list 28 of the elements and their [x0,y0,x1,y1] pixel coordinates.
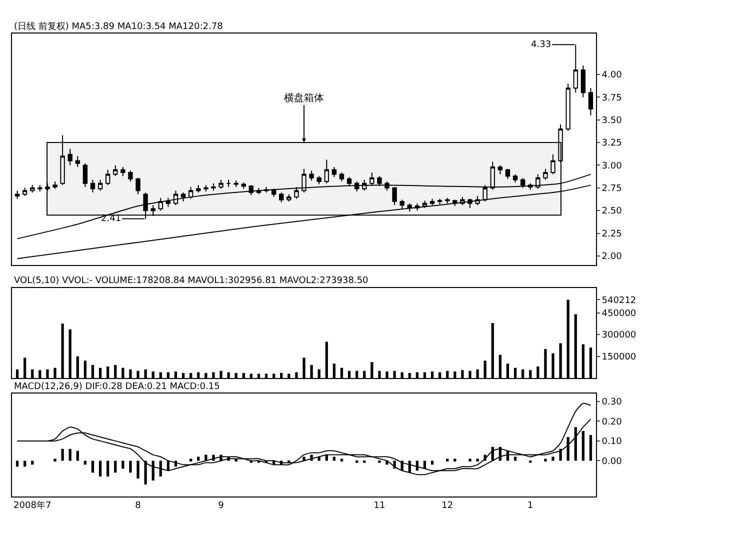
chart-title: MACD(12,26,9) DIF:0.28 DEA:0.21 MACD:0.15 [14,382,220,392]
x-tick-label: 2008年7 [14,500,52,512]
x-tick-label: 11 [374,501,386,512]
y-tick-label: 3.50 [602,116,622,126]
band-label: 横盘箱体 [284,92,324,104]
y-tick-label: 300000 [602,330,636,341]
y-tick-label: 4.00 [602,70,622,81]
y-tick-label: 3.75 [602,93,622,104]
y-tick-label: 2.00 [602,252,622,262]
y-tick-label: 2.50 [602,206,622,217]
y-tick-label: 150000 [602,352,636,362]
chart-title: (日线 前复权) MA5:3.89 MA10:3.54 MA120:2.78 [14,21,224,32]
y-tick-label: 540212 [602,296,636,306]
y-tick-label: 2.25 [602,229,622,240]
y-tick-label: 0.00 [602,456,622,467]
chart-title: VOL(5,10) VVOL:- VOLUME:178208.84 MAVOL1:302956.81 MAVOL2:273938.50 [14,276,369,286]
y-tick-label: 0.20 [602,417,622,428]
y-tick-label: 450000 [602,308,636,319]
y-tick-label: 2.75 [602,184,622,194]
x-tick-label: 1 [527,501,534,512]
y-tick-label: 3.25 [602,138,622,149]
x-tick-label: 12 [442,501,454,512]
annotation: 4.33 [531,40,552,50]
y-tick-label: 3.00 [602,161,622,172]
y-tick-label: 0.30 [602,398,622,408]
x-tick-label: 9 [218,501,224,512]
y-tick-label: 0.10 [602,437,622,448]
x-tick-label: 8 [135,501,142,512]
